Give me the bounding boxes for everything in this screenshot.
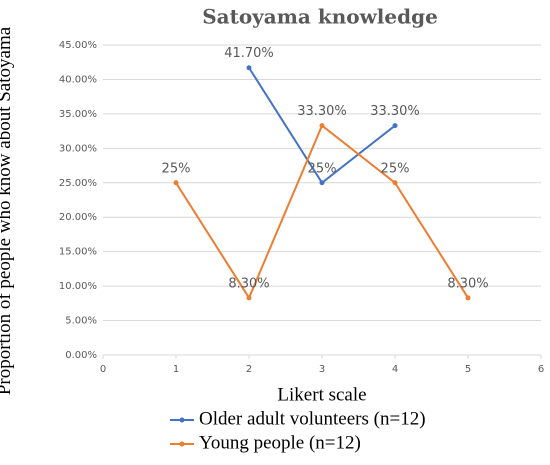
x-tick-label: 6 — [538, 364, 544, 375]
x-tick-label: 0 — [100, 364, 106, 375]
data-label: 8.30% — [228, 276, 269, 291]
y-tick-label: 30.00% — [59, 143, 97, 154]
x-axis-label: Likert scale — [277, 384, 366, 405]
data-point — [319, 180, 325, 186]
y-tick-label: 25.00% — [59, 178, 97, 189]
legend-label: Older adult volunteers (n=12) — [199, 408, 426, 429]
data-point — [392, 123, 398, 129]
y-tick-label: 45.00% — [59, 40, 97, 51]
chart-title: Satoyama knowledge — [202, 5, 438, 29]
legend-label: Young people (n=12) — [199, 432, 361, 453]
data-point — [246, 65, 252, 71]
y-tick-label: 35.00% — [59, 109, 97, 120]
y-axis-label-box: Proportion of people who know about Sato… — [0, 26, 15, 396]
y-tick-label: 10.00% — [59, 281, 97, 292]
x-tick-label: 4 — [392, 364, 398, 375]
data-label: 25% — [381, 161, 410, 176]
legend-marker — [179, 441, 185, 447]
data-label: 25% — [308, 161, 337, 176]
y-tick-label: 5.00% — [65, 316, 97, 327]
data-point — [392, 180, 398, 186]
x-tick-label: 5 — [465, 364, 471, 375]
x-tick-label: 2 — [246, 364, 252, 375]
y-tick-label: 40.00% — [59, 74, 97, 85]
data-label: 33.30% — [370, 104, 420, 119]
y-axis-label: Proportion of people who know about Sato… — [0, 26, 15, 396]
data-point — [319, 123, 325, 129]
legend-marker — [179, 417, 185, 423]
y-tick-label: 15.00% — [59, 247, 97, 258]
data-point — [465, 295, 471, 301]
data-point — [246, 295, 252, 301]
x-tick-label: 3 — [319, 364, 325, 375]
y-tick-label: 0.00% — [65, 350, 97, 361]
data-label: 41.70% — [224, 46, 274, 61]
x-tick-label: 1 — [173, 364, 179, 375]
series-line — [175, 124, 469, 300]
data-label: 33.30% — [297, 104, 347, 119]
data-label: 25% — [162, 161, 191, 176]
data-label: 8.30% — [447, 276, 488, 291]
data-point — [173, 180, 179, 186]
y-tick-label: 20.00% — [59, 212, 97, 223]
